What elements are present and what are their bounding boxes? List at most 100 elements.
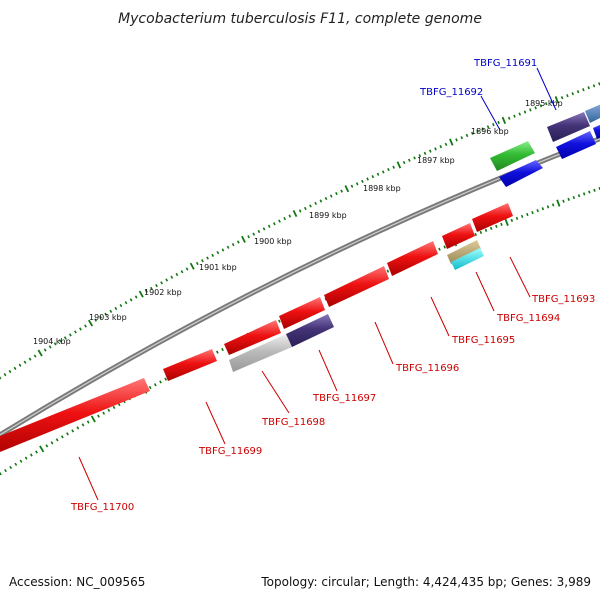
minor-tick [107, 408, 111, 412]
minor-tick [53, 342, 57, 346]
minor-tick [523, 110, 527, 114]
major-tick [292, 209, 298, 218]
minor-tick [201, 259, 204, 263]
gene-tbfg-11692-b[interactable] [499, 160, 543, 187]
gene-label[interactable]: TBFG_11695 [451, 335, 515, 346]
reverse-strand-genes [0, 203, 513, 456]
gene-blue-right[interactable] [593, 123, 600, 139]
minor-tick [572, 195, 576, 200]
minor-tick [314, 201, 318, 206]
minor-tick [215, 350, 219, 354]
minor-tick [536, 209, 539, 213]
gene-tbfg-11691-b[interactable] [556, 131, 596, 159]
kbp-label: 1897 kbp [417, 156, 455, 165]
minor-tick [335, 191, 338, 196]
minor-tick [74, 330, 77, 334]
major-tick [554, 96, 559, 104]
minor-tick [560, 96, 564, 100]
minor-tick [319, 199, 323, 203]
gene-tbfg-11697[interactable] [279, 297, 325, 329]
minor-tick [226, 245, 230, 249]
genome-summary-label: Topology: circular; Length: 4,424,435 bp… [260, 575, 591, 589]
gene-label[interactable]: TBFG_11697 [312, 393, 376, 404]
minor-tick [518, 112, 521, 116]
major-tick [138, 290, 144, 298]
gene-label[interactable]: TBFG_11691 [473, 58, 537, 69]
minor-tick [159, 380, 162, 384]
gene-tbfg-11693[interactable] [472, 203, 513, 232]
minor-tick [408, 158, 411, 162]
minor-tick [112, 405, 116, 410]
minor-tick [507, 116, 511, 120]
minor-tick [361, 179, 364, 184]
minor-tick [434, 147, 437, 151]
minor-tick [175, 272, 179, 277]
kbp-label: 1895 kbp [525, 99, 563, 108]
gene-tbfg-11696[interactable] [324, 266, 389, 307]
forward-strand-genes [490, 103, 600, 187]
kbp-label: 1903 kbp [89, 313, 127, 322]
minor-tick [428, 149, 432, 153]
gene-label[interactable]: TBFG_11700 [70, 502, 134, 513]
gene-label[interactable]: TBFG_11696 [395, 363, 459, 374]
major-tick [556, 199, 561, 207]
gene-label[interactable]: TBFG_11699 [198, 446, 262, 457]
leader-lines [78, 67, 557, 501]
gene-tbfg-11692[interactable] [490, 141, 535, 171]
kbp-label: 1896 kbp [471, 127, 509, 136]
kbp-label: 1901 kbp [199, 263, 237, 272]
minor-tick [455, 138, 458, 142]
minor-tick [567, 197, 570, 201]
gene-tbfg-11691[interactable] [547, 112, 590, 142]
minor-tick [486, 125, 490, 129]
gene-tbfg-11698-b[interactable] [229, 334, 292, 372]
gene-tbfg-11699[interactable] [163, 349, 217, 381]
gene-tbfg-11698[interactable] [224, 320, 281, 355]
minor-tick [283, 216, 287, 221]
gene-tbfg-11700[interactable] [0, 378, 150, 456]
minor-tick [418, 154, 422, 158]
minor-tick [76, 426, 80, 430]
minor-tick [0, 376, 2, 380]
gene-tbfg-11695[interactable] [387, 241, 438, 276]
minor-tick [476, 129, 479, 133]
gene-tbfg-11694-b[interactable] [447, 240, 481, 264]
minor-tick [102, 411, 106, 415]
minor-tick [546, 205, 550, 209]
kbp-labels: 1904 kbp 1903 kbp 1902 kbp 1901 kbp 1900… [33, 99, 563, 346]
major-tick [449, 138, 454, 146]
major-tick [396, 161, 402, 169]
minor-tick [114, 306, 118, 311]
minor-tick [144, 289, 148, 293]
minor-tick [155, 284, 158, 288]
gene-tbfg-11697-b[interactable] [286, 314, 334, 347]
minor-tick [134, 295, 138, 299]
minor-tick [500, 222, 503, 226]
minor-tick [484, 228, 488, 232]
minor-tick [94, 318, 98, 322]
gene-label[interactable]: TBFG_11692 [419, 87, 483, 98]
gene-label[interactable]: TBFG_11698 [261, 417, 325, 428]
gene-tbfg-11694-c[interactable] [451, 248, 484, 270]
minor-tick [460, 136, 464, 140]
major-tick [37, 349, 43, 357]
minor-tick [340, 189, 343, 193]
minor-tick [465, 133, 469, 138]
minor-tick [257, 229, 261, 234]
gene-label[interactable]: TBFG_11693 [531, 294, 595, 305]
minor-tick [551, 203, 555, 207]
minor-tick [28, 357, 32, 361]
gene-tbfg-11694[interactable] [442, 223, 475, 249]
minor-tick [443, 245, 446, 249]
minor-tick [236, 240, 240, 244]
minor-tick [588, 190, 591, 194]
minor-tick [68, 333, 72, 337]
minor-tick [278, 219, 281, 223]
minor-tick [497, 120, 500, 125]
minor-tick [479, 230, 483, 235]
minor-tick [19, 459, 23, 463]
minor-tick [119, 303, 123, 308]
gene-steel-right[interactable] [585, 103, 600, 123]
kbp-label: 1899 kbp [309, 211, 347, 220]
gene-label[interactable]: TBFG_11694 [496, 313, 560, 324]
